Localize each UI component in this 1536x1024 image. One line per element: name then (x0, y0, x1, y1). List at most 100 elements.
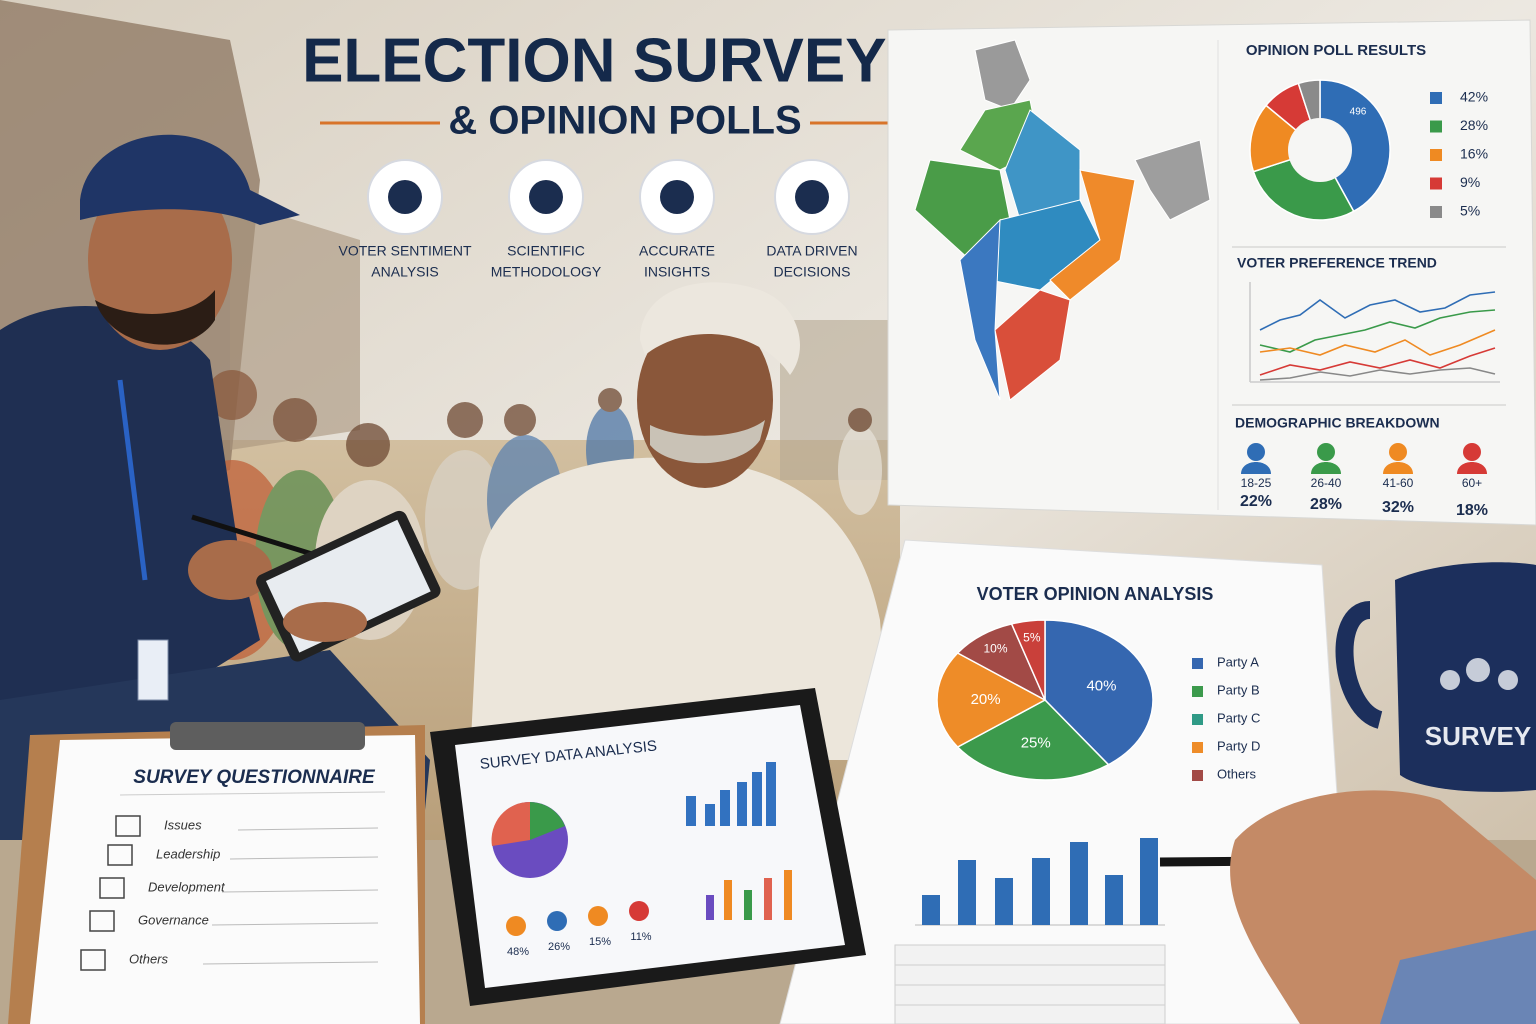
demographics-title: DEMOGRAPHIC BREAKDOWN (1235, 415, 1440, 431)
feature-label: ANALYSIS (371, 264, 438, 280)
slice-label: 5% (1023, 631, 1041, 645)
stat-label: 11% (630, 931, 651, 943)
legend-label: Others (1217, 766, 1257, 781)
item-label: Leadership (156, 846, 220, 861)
donut-hole (1288, 118, 1352, 182)
legend-swatch (1192, 658, 1203, 669)
writing-hand (1159, 790, 1536, 1024)
stat-label: 26% (548, 941, 570, 953)
answer-line (237, 827, 379, 831)
data-table (894, 944, 1166, 1024)
legend-label: Party A (1217, 654, 1259, 669)
slice-label: 20% (971, 691, 1001, 708)
title-rule (119, 791, 386, 796)
stat-label: 15% (589, 936, 611, 948)
checkbox (115, 815, 141, 837)
person-icon (1457, 462, 1487, 474)
slice (1319, 79, 1391, 213)
subtitle: & OPINION POLLS (448, 99, 801, 143)
trend-chart (1249, 282, 1500, 383)
legend-swatch (1192, 686, 1203, 697)
share-label: 22% (1240, 493, 1272, 510)
clip (170, 722, 365, 750)
tablet: SURVEY DATA ANALYSIS (430, 688, 866, 1006)
donut-center-label: 496 (1350, 107, 1367, 118)
checkbox (80, 949, 106, 971)
legend-swatch (1430, 149, 1442, 161)
feature-label: METHODOLOGY (491, 264, 602, 280)
poll-title: OPINION POLL RESULTS (1246, 42, 1426, 59)
person-icon (1241, 462, 1271, 474)
questionnaire-items: Issues Leadership Development Governance Oth… (80, 815, 379, 971)
age-label: 60+ (1462, 476, 1482, 490)
share-label: 32% (1382, 499, 1414, 516)
legend-swatch (1192, 714, 1203, 725)
item-label: Issues (164, 817, 202, 832)
stat-icon (588, 906, 608, 926)
stat-icon (629, 901, 649, 921)
item-label: Development (148, 879, 226, 894)
legend-swatch (1192, 770, 1203, 781)
person-icon (1389, 443, 1407, 461)
feature-glyph (660, 180, 694, 214)
stat-icon (506, 916, 526, 936)
legend-label: Party C (1217, 710, 1260, 725)
checkbox (107, 844, 133, 866)
slice-label: 40% (1086, 677, 1116, 694)
legend-swatch (1430, 177, 1442, 190)
person-icon (1317, 443, 1335, 461)
age-label: 18-25 (1241, 476, 1272, 490)
analysis-title: VOTER OPINION ANALYSIS (977, 584, 1214, 604)
trend-title: VOTER PREFERENCE TREND (1237, 255, 1437, 271)
feature-label: DATA DRIVEN (766, 243, 857, 259)
legend-label: 42% (1460, 89, 1488, 105)
answer-line (229, 856, 379, 860)
title: ELECTION SURVEYS (302, 26, 928, 95)
item-label: Governance (138, 912, 209, 927)
feature-label: INSIGHTS (644, 264, 710, 280)
slice (936, 652, 1047, 748)
india-map (914, 39, 1211, 401)
demographics: 18-25 22% 26-40 28% 41-60 32% 60+ 18% (1240, 443, 1488, 519)
age-label: 41-60 (1383, 476, 1414, 490)
slice-label: 10% (983, 642, 1007, 656)
share-label: 18% (1456, 502, 1488, 519)
checkbox (99, 877, 125, 899)
slice (1010, 619, 1046, 701)
feature-label: SCIENTIFIC (507, 243, 585, 259)
slice-label: 25% (1021, 734, 1051, 751)
questionnaire-title: SURVEY QUESTIONNAIRE (133, 767, 376, 788)
feature-glyph (795, 180, 829, 214)
analysis-pie: 40% 25% 20% 10% 5% (936, 619, 1154, 781)
legend-swatch (1430, 120, 1442, 133)
feature-label: ACCURATE (639, 243, 715, 259)
feature-glyph (388, 180, 422, 214)
person-icon (1311, 462, 1341, 474)
age-label: 26-40 (1311, 476, 1342, 490)
hand (283, 602, 367, 642)
legend-label: Party D (1217, 738, 1260, 753)
analysis-bars (915, 838, 1165, 926)
slice (1044, 619, 1154, 766)
legend-label: 5% (1460, 203, 1480, 219)
share-label: 28% (1310, 496, 1342, 513)
mug-text: SURVEY (1425, 721, 1531, 751)
mug: SURVEY (1335, 562, 1536, 792)
checkbox (89, 910, 115, 932)
feature-label: VOTER SENTIMENT (338, 243, 471, 259)
legend-swatch (1430, 92, 1442, 104)
legend-label: Party B (1217, 682, 1260, 697)
item-label: Others (129, 951, 169, 966)
answer-line (202, 961, 379, 965)
stat-label: 48% (507, 946, 529, 958)
person-icon (1247, 443, 1265, 461)
feature-label: DECISIONS (773, 264, 850, 280)
legend-label: 28% (1460, 117, 1488, 133)
house (230, 200, 360, 450)
legend-swatch (1192, 742, 1203, 753)
feature-glyph (529, 180, 563, 214)
questionnaire-paper (30, 735, 420, 1024)
poll-legend: 42% 28% 16% 9% 5% (1430, 89, 1488, 219)
